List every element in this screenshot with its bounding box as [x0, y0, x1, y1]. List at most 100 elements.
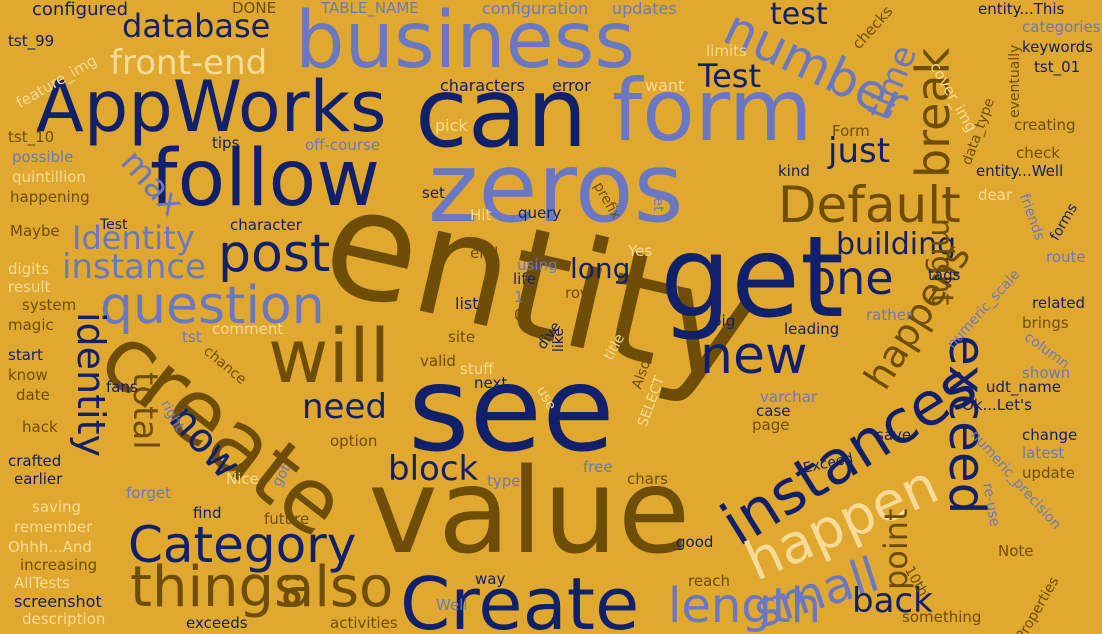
word-Properties: Properties	[1013, 574, 1063, 634]
word-forms: forms	[1047, 200, 1081, 244]
word-can: can	[415, 57, 588, 169]
word-way: way	[475, 570, 506, 588]
word-reach: reach	[688, 572, 731, 590]
word-AllTests: AllTests	[14, 574, 70, 592]
word-brings: brings	[1022, 314, 1069, 332]
word-list: list	[455, 294, 479, 313]
word-character: character	[230, 216, 302, 234]
word-date: date	[16, 386, 50, 404]
word-end: end	[470, 244, 499, 262]
word-get: get	[660, 213, 844, 343]
word-database: database	[122, 7, 271, 45]
word-happening: happening	[10, 188, 90, 206]
word-valid: valid	[420, 352, 456, 370]
word-possible: possible	[12, 148, 74, 166]
word-front-end: front-end	[110, 43, 268, 83]
word-option: option	[330, 432, 378, 450]
word-something: something	[902, 608, 982, 626]
word-Let: Let	[650, 190, 666, 212]
word-will: will	[268, 314, 391, 400]
word-shown: shown	[1022, 364, 1071, 382]
word-question: question	[100, 276, 325, 336]
word-fans: fans	[106, 378, 138, 396]
word-tips: tips	[212, 134, 240, 152]
word-kind: kind	[778, 162, 810, 180]
word-Ok-lets: Ok...Let's	[962, 396, 1032, 414]
word-configuration: configuration	[482, 0, 589, 18]
word-increasing: increasing	[20, 556, 98, 574]
word-find: find	[193, 504, 222, 522]
word-save: save	[876, 426, 912, 444]
word-instance: instance	[62, 247, 207, 287]
word-tags: tags	[928, 266, 961, 284]
word-start: start	[8, 346, 43, 364]
word-Well: Well	[436, 596, 468, 614]
word-tst_01: tst_01	[1034, 58, 1081, 76]
word-big: big	[712, 312, 736, 330]
word-value: value	[368, 442, 691, 580]
word-magic: magic	[8, 316, 54, 334]
word-need: need	[302, 387, 387, 427]
word-quintillion: quintillion	[12, 168, 86, 186]
word-forget: forget	[126, 484, 171, 502]
word-dear: dear	[978, 186, 1013, 204]
word-AppWorks: AppWorks	[36, 66, 387, 148]
word-Note: Note	[998, 542, 1034, 560]
word-also: also	[280, 555, 394, 620]
word-creating: creating	[1014, 116, 1076, 134]
word-re-use: re-use	[979, 481, 1003, 528]
word-varchar: varchar	[760, 388, 818, 406]
word-description: description	[22, 610, 106, 628]
word-next: next	[474, 374, 508, 392]
word-Category: Category	[128, 516, 357, 574]
word-form: form	[612, 61, 813, 161]
word-Test: Test	[698, 57, 762, 95]
word-row: row	[565, 284, 593, 302]
word-things: things	[130, 555, 304, 620]
word-configured: configured	[32, 0, 128, 20]
word-entity-this: entity...This	[978, 0, 1065, 18]
word-error: error	[552, 76, 591, 95]
word-Maybe: Maybe	[10, 222, 60, 240]
word-saving: saving	[32, 498, 82, 516]
word-case: case	[756, 402, 791, 420]
word-earlier: earlier	[14, 470, 63, 488]
word-udt_name: udt_name	[986, 378, 1061, 396]
word-site: site	[448, 328, 476, 346]
word-follow: follow	[150, 134, 381, 224]
word-TABLE_NAME: TABLE_NAME	[321, 0, 419, 17]
word-page: page	[752, 416, 790, 434]
word-Identity: Identity	[72, 219, 195, 257]
word-building: building	[836, 227, 957, 262]
word-tst_99: tst_99	[8, 32, 55, 50]
word-Nice: Nice	[226, 470, 259, 488]
word-using: using	[517, 256, 558, 274]
word-set: set	[422, 184, 445, 202]
word-hack: hack	[22, 418, 58, 436]
word-rather: rather	[866, 306, 913, 324]
word-route: route	[1046, 248, 1086, 266]
word-type: type	[487, 472, 521, 490]
word-limits: limits	[706, 42, 747, 60]
word-tst: tst	[182, 328, 202, 346]
word-crafted: crafted	[8, 452, 62, 470]
word-leading: leading	[784, 320, 840, 338]
word-business: business	[295, 0, 635, 86]
word-zeros: zeros	[428, 132, 684, 244]
word-Default: Default	[778, 176, 961, 234]
word-Hit: Hit	[470, 206, 492, 224]
word-digits: digits	[8, 260, 50, 278]
word-one: one	[808, 251, 894, 305]
word-change: change	[1022, 426, 1078, 444]
word-good: good	[676, 533, 714, 551]
word-check: check	[1016, 144, 1060, 162]
word-screenshot: screenshot	[14, 592, 102, 611]
word-activities: activities	[330, 614, 398, 632]
word-eventually: eventually	[1007, 44, 1023, 118]
word-test: test	[770, 0, 828, 32]
word-result: result	[8, 278, 51, 296]
word-chars: chars	[627, 470, 668, 488]
word-Ohhh-and: Ohhh...And	[8, 538, 92, 556]
word-characters: characters	[440, 76, 525, 95]
